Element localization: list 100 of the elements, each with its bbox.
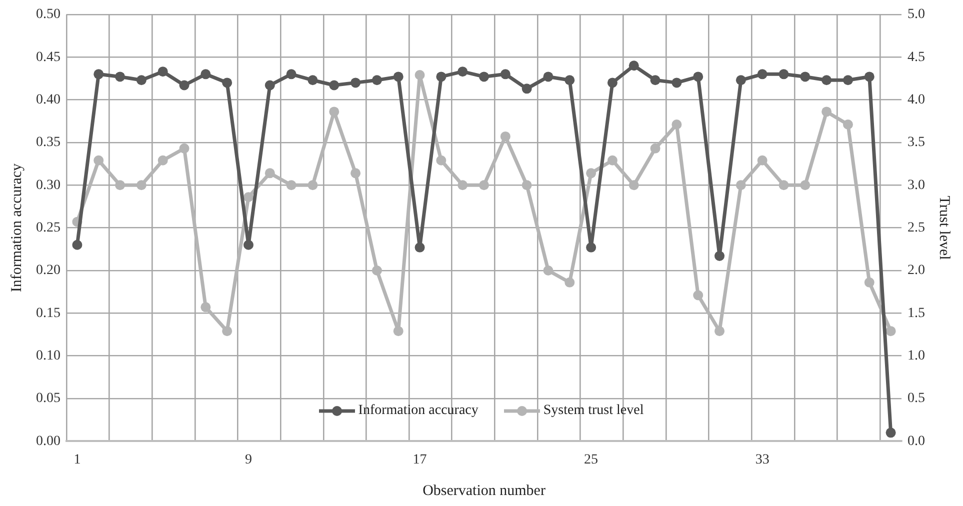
point <box>714 326 725 336</box>
y2-tick-label: 2.0 <box>908 263 925 278</box>
point <box>94 155 104 166</box>
point <box>222 78 232 88</box>
point <box>672 120 682 130</box>
point <box>842 120 853 130</box>
point <box>628 60 639 71</box>
point <box>158 66 168 77</box>
y2-tick-label: 5.0 <box>908 7 925 22</box>
y2-tick-label: 0.5 <box>908 391 925 406</box>
y-tick-label: 0.40 <box>36 92 60 108</box>
point <box>564 277 575 288</box>
point <box>414 70 425 80</box>
point <box>607 155 618 166</box>
point <box>650 75 660 86</box>
point <box>136 75 146 86</box>
x-tick-label: 1 <box>74 452 81 468</box>
point <box>693 72 704 82</box>
y-tick-label: 0.10 <box>36 348 60 364</box>
point <box>436 155 446 166</box>
y-tick-label: 0.45 <box>36 50 60 65</box>
y2-axis-title: Trust level <box>936 196 952 260</box>
y2-tick-label: 4.0 <box>908 92 925 108</box>
point <box>736 180 746 190</box>
x-tick-label: 33 <box>755 452 770 468</box>
point <box>757 69 768 80</box>
point <box>329 80 340 90</box>
y2-tick-label: 4.5 <box>908 50 925 65</box>
x-tick-label: 25 <box>584 452 598 468</box>
y-axis-title: Information accuracy <box>8 162 25 292</box>
y-tick-label: 0.35 <box>36 135 60 150</box>
y-tick-label: 0.00 <box>36 434 60 449</box>
y2-tick-label: 3.0 <box>908 178 925 193</box>
y-tick-label: 0.20 <box>36 263 60 278</box>
point <box>586 242 596 252</box>
point <box>864 277 874 288</box>
point <box>115 72 126 82</box>
point <box>286 180 296 190</box>
point <box>886 326 896 336</box>
y2-tick-label: 0.0 <box>908 434 925 449</box>
point <box>200 69 211 80</box>
point <box>286 69 296 80</box>
x-tick-label: 9 <box>244 452 252 468</box>
y-tick-label: 0.50 <box>36 7 60 22</box>
point <box>243 192 254 202</box>
point <box>564 75 575 86</box>
point <box>158 155 168 166</box>
point <box>693 290 704 300</box>
point <box>714 250 725 261</box>
point <box>543 265 554 276</box>
point <box>842 75 853 86</box>
y2-tick-label: 1.0 <box>908 348 925 364</box>
point <box>757 155 768 166</box>
point <box>264 80 275 90</box>
y-tick-label: 0.05 <box>36 391 60 406</box>
y2-tick-label: 3.5 <box>908 135 925 150</box>
point <box>628 180 639 190</box>
point <box>543 72 554 82</box>
point <box>179 80 190 90</box>
x-axis-title: Observation number <box>422 482 546 499</box>
point <box>308 75 318 86</box>
point <box>136 180 146 190</box>
point <box>864 72 874 82</box>
point <box>436 72 446 82</box>
point <box>72 240 82 250</box>
point <box>778 180 789 190</box>
point <box>458 66 468 77</box>
y2-tick-label: 2.5 <box>908 220 925 236</box>
point <box>372 265 382 276</box>
point <box>329 106 340 117</box>
point <box>650 143 660 154</box>
point <box>479 72 489 82</box>
point <box>886 428 896 438</box>
y2-tick-label: 1.5 <box>908 306 925 321</box>
point <box>672 78 682 88</box>
legend-label: Information accuracy <box>358 403 478 419</box>
point <box>586 168 596 178</box>
point <box>393 72 404 82</box>
point <box>372 75 382 86</box>
point <box>264 168 275 178</box>
point <box>179 143 190 154</box>
point <box>800 180 810 190</box>
x-tick-label: 17 <box>412 452 427 468</box>
y-tick-label: 0.15 <box>36 306 60 321</box>
point <box>414 242 425 252</box>
point <box>479 180 489 190</box>
point <box>222 326 232 336</box>
point <box>200 302 211 312</box>
point <box>350 78 361 88</box>
point <box>778 69 789 80</box>
y-tick-label: 0.25 <box>36 220 60 236</box>
legend-label: System trust level <box>543 403 644 419</box>
point <box>736 75 746 86</box>
point <box>458 180 468 190</box>
point <box>800 72 810 82</box>
point <box>522 84 532 94</box>
point <box>822 106 832 117</box>
point <box>500 69 510 80</box>
point <box>393 326 404 336</box>
y-tick-label: 0.30 <box>36 178 60 193</box>
